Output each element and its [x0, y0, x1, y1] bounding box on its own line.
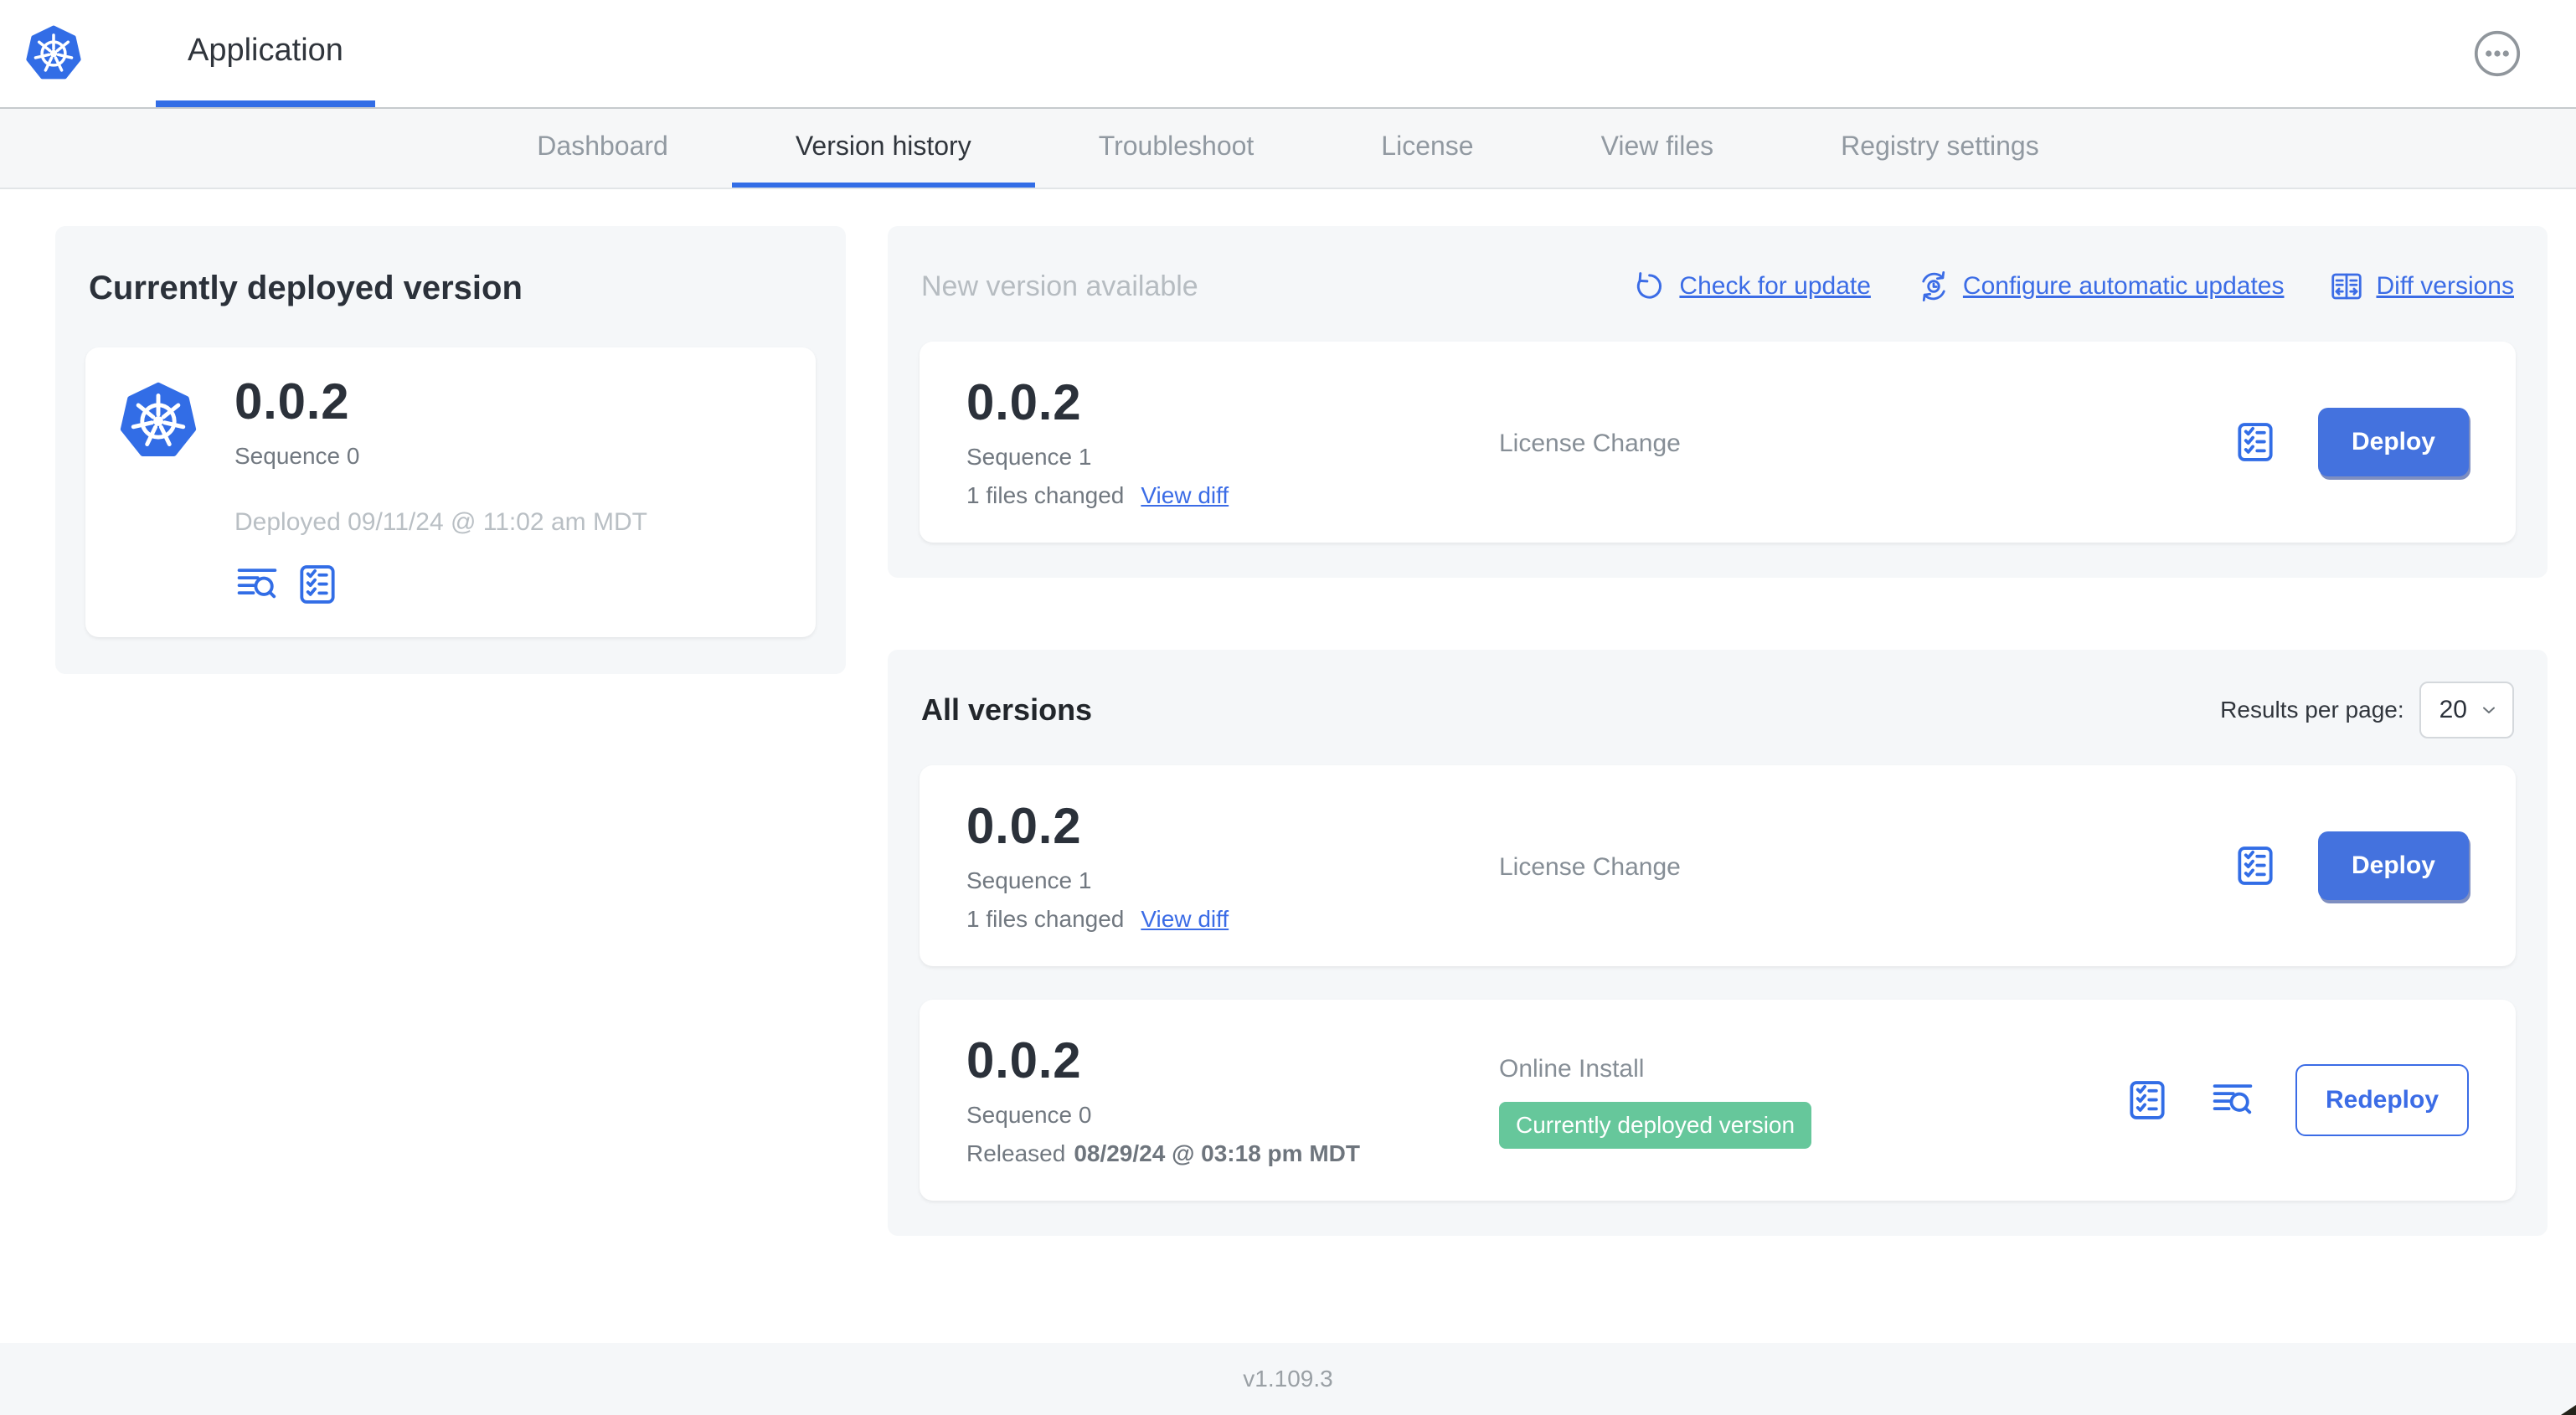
tab-license[interactable]: License: [1381, 130, 1474, 161]
tab-bar: Dashboard Version history Troubleshoot L…: [0, 109, 2576, 189]
ellipsis-menu-icon: [2474, 30, 2521, 77]
app-title: Application: [188, 32, 343, 68]
diff-versions-link[interactable]: Diff versions: [2329, 269, 2514, 304]
version-info: 0.0.2 Sequence 0 Released 08/29/24 @ 03:…: [966, 1033, 1499, 1167]
tab-registry-settings[interactable]: Registry settings: [1841, 130, 2039, 161]
results-per-page-value: 20: [2439, 696, 2467, 723]
schedule-update-icon: [1916, 269, 1951, 304]
all-versions-panel: All versions Results per page: 20 0.0.2 …: [888, 650, 2548, 1236]
sequence-label: Sequence 1: [966, 867, 1092, 893]
new-version-panel-header: New version available Check for update C…: [920, 256, 2516, 316]
diff-icon: [2329, 269, 2364, 304]
files-changed-row: 1 files changed View diff: [966, 482, 1499, 509]
files-changed-label: 1 files changed: [966, 906, 1125, 932]
diff-versions-label: Diff versions: [2376, 272, 2514, 300]
version-source: Online Install: [1499, 1054, 1645, 1083]
results-per-page-label: Results per page:: [2220, 697, 2404, 723]
tab-version-history[interactable]: Version history: [731, 109, 1035, 188]
configure-automatic-updates-label: Configure automatic updates: [1962, 272, 2285, 300]
currently-deployed-badge: Currently deployed version: [1499, 1101, 1812, 1149]
results-per-page-select[interactable]: 20: [2419, 682, 2514, 738]
new-version-panel: New version available Check for update C…: [888, 226, 2548, 578]
current-version-panel-title: Currently deployed version: [89, 270, 523, 306]
app-footer: v1.109.3: [0, 1343, 2576, 1415]
deployed-timestamp: Deployed 09/11/24 @ 11:02 am MDT: [234, 508, 647, 536]
version-number: 0.0.2: [966, 1032, 1082, 1088]
app-header: Application: [0, 0, 2576, 109]
version-source: License Change: [1499, 429, 1681, 457]
console-version-label: v1.109.3: [1243, 1366, 1333, 1392]
new-version-title: New version available: [921, 270, 1198, 302]
logs-icon: [234, 562, 280, 607]
version-row: 0.0.2 Sequence 1 1 files changed View di…: [920, 765, 2516, 966]
chevron-down-icon: [2479, 700, 2499, 720]
version-number: 0.0.2: [966, 798, 1082, 854]
version-actions: Deploy: [2233, 408, 2469, 476]
current-version-actions: [234, 562, 647, 607]
sequence-label: Sequence 1: [966, 444, 1092, 470]
main-content: Currently deployed version 0.0.2 Sequenc…: [0, 189, 2576, 1236]
kubernetes-logo-icon: [119, 381, 198, 461]
results-per-page: Results per page: 20: [2220, 682, 2514, 738]
all-versions-panel-header: All versions Results per page: 20: [920, 680, 2516, 740]
preflight-checks-button[interactable]: [295, 562, 340, 607]
view-diff-link[interactable]: View diff: [1141, 906, 1229, 932]
kubernetes-logo-icon: [25, 25, 82, 82]
check-for-update-label: Check for update: [1679, 272, 1871, 300]
sequence-label: Sequence 0: [234, 443, 360, 469]
deploy-button[interactable]: Deploy: [2317, 408, 2469, 476]
refresh-icon: [1632, 269, 1667, 304]
version-number: 0.0.2: [234, 373, 350, 430]
preflight-checks-button[interactable]: [2233, 843, 2278, 888]
all-versions-title: All versions: [921, 692, 1093, 727]
version-source-column: License Change: [1499, 851, 2233, 882]
overflow-menu-button[interactable]: [2474, 30, 2521, 77]
deploy-button[interactable]: Deploy: [2317, 831, 2469, 900]
tab-troubleshoot[interactable]: Troubleshoot: [1098, 130, 1255, 161]
version-actions: Deploy: [2233, 831, 2469, 900]
logs-icon: [2210, 1078, 2255, 1123]
redeploy-button[interactable]: Redeploy: [2295, 1064, 2469, 1136]
right-column: New version available Check for update C…: [888, 226, 2548, 1236]
version-source-column: Online Install Currently deployed versio…: [1499, 1052, 2125, 1149]
view-deploy-logs-button[interactable]: [2210, 1078, 2255, 1123]
released-timestamp: 08/29/24 @ 03:18 pm MDT: [1074, 1140, 1360, 1166]
preflight-checks-button[interactable]: [2233, 419, 2278, 465]
sequence-label: Sequence 0: [966, 1102, 1092, 1128]
configure-automatic-updates-link[interactable]: Configure automatic updates: [1916, 269, 2285, 304]
version-source: License Change: [1499, 852, 1681, 881]
current-version-details: 0.0.2 Sequence 0 Deployed 09/11/24 @ 11:…: [234, 374, 647, 607]
view-diff-link[interactable]: View diff: [1141, 482, 1229, 508]
preflight-checks-button[interactable]: [2125, 1078, 2170, 1123]
current-version-card: 0.0.2 Sequence 0 Deployed 09/11/24 @ 11:…: [85, 347, 816, 637]
version-actions: Redeploy: [2125, 1064, 2469, 1136]
app-tab-application[interactable]: Application: [156, 0, 375, 107]
tab-view-files[interactable]: View files: [1600, 130, 1714, 161]
version-info: 0.0.2 Sequence 1 1 files changed View di…: [966, 375, 1499, 509]
update-actions: Check for update Configure automatic upd…: [1632, 269, 2514, 304]
new-version-card: 0.0.2 Sequence 1 1 files changed View di…: [920, 342, 2516, 543]
checklist-icon: [2233, 419, 2278, 465]
version-source-column: License Change: [1499, 427, 2233, 458]
check-for-update-link[interactable]: Check for update: [1632, 269, 1871, 304]
tab-dashboard[interactable]: Dashboard: [537, 130, 668, 161]
version-row: 0.0.2 Sequence 0 Released 08/29/24 @ 03:…: [920, 1000, 2516, 1201]
version-info: 0.0.2 Sequence 1 1 files changed View di…: [966, 799, 1499, 933]
header-spacer: [375, 0, 2474, 107]
version-number: 0.0.2: [966, 374, 1082, 430]
checklist-icon: [2125, 1078, 2170, 1123]
checklist-icon: [2233, 843, 2278, 888]
checklist-icon: [295, 562, 340, 607]
current-version-panel: Currently deployed version 0.0.2 Sequenc…: [55, 226, 846, 674]
files-changed-label: 1 files changed: [966, 482, 1125, 508]
files-changed-row: 1 files changed View diff: [966, 906, 1499, 933]
released-row: Released 08/29/24 @ 03:18 pm MDT: [966, 1140, 1499, 1167]
released-label: Released: [966, 1140, 1066, 1166]
view-deploy-logs-button[interactable]: [234, 562, 280, 607]
